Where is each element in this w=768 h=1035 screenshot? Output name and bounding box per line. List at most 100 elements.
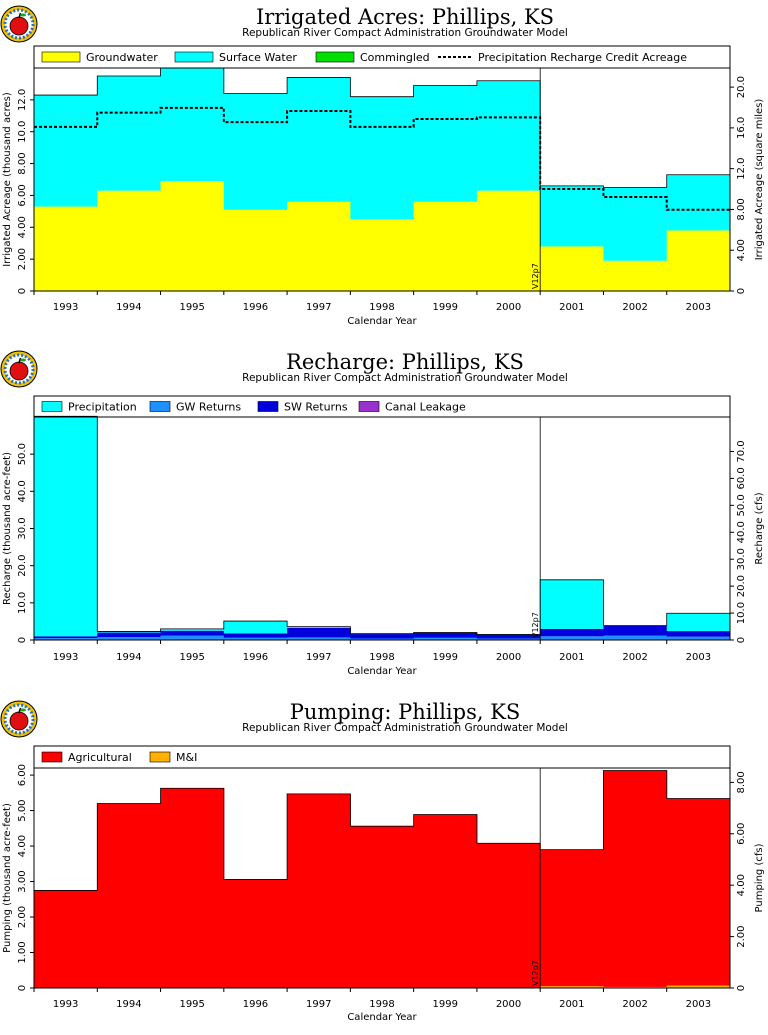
- x-tick-label-2002: 2002: [622, 999, 647, 1010]
- bar-groundwater-1996: [224, 210, 288, 291]
- y2-tick-label: 16.0: [736, 117, 747, 139]
- y2-tick-label: 12.0: [736, 158, 747, 180]
- y-tick-label: 6.00: [17, 764, 28, 786]
- x-tick-label-1997: 1997: [306, 652, 331, 663]
- y2-tick-label: 0: [736, 288, 747, 294]
- x-tick-label-2001: 2001: [559, 302, 584, 313]
- legend-label-gw-returns: GW Returns: [176, 401, 241, 414]
- y2-tick-label: 4.00: [736, 874, 747, 896]
- y2-tick-label: 8.00: [736, 198, 747, 220]
- legend-label-surface-water: Surface Water: [219, 51, 297, 64]
- x-tick-label-1995: 1995: [179, 652, 204, 663]
- legend-swatch-m-i: [150, 752, 170, 762]
- bar-gw-returns-2002: [603, 636, 667, 640]
- x-tick-label-1993: 1993: [53, 999, 78, 1010]
- bar-surface-water-1993: [34, 95, 98, 207]
- y-axis-label: Irrigated Acreage (thousand acres): [2, 92, 13, 267]
- y-tick-label: 20.0: [17, 555, 28, 577]
- plot-frame: [34, 417, 730, 640]
- y-tick-label: 10.0: [17, 592, 28, 614]
- bar-sw-returns-1999: [414, 633, 478, 638]
- y-tick-label: 6.00: [17, 184, 28, 206]
- irrigated-acres-chart: Irrigated Acres: Phillips, KSRepublican …: [0, 0, 768, 340]
- x-tick-label-1995: 1995: [179, 302, 204, 313]
- x-tick-label-2003: 2003: [686, 652, 711, 663]
- bar-surface-water-1997: [287, 78, 351, 202]
- apple-logo-icon: [1, 6, 37, 42]
- y-tick-label: 3.00: [17, 870, 28, 892]
- bar-sw-returns-1993: [34, 636, 98, 638]
- x-tick-label-2002: 2002: [622, 652, 647, 663]
- y2-tick-label: 0: [736, 637, 747, 643]
- bar-agricultural-1993: [34, 890, 98, 987]
- logo-apple: [10, 712, 28, 730]
- x-tick-label-1997: 1997: [306, 302, 331, 313]
- y-axis-label: Pumping (thousand acre-feet): [2, 803, 13, 953]
- logo-apple-leaf: [20, 14, 26, 17]
- bar-sw-returns-2003: [667, 631, 731, 637]
- x-tick-label-1999: 1999: [433, 302, 458, 313]
- bar-groundwater-1998: [350, 219, 414, 291]
- y-tick-label: 5.00: [17, 799, 28, 821]
- bar-sw-returns-1995: [161, 631, 225, 636]
- bar-groundwater-1999: [414, 202, 478, 291]
- x-tick-label-2002: 2002: [622, 302, 647, 313]
- bar-agricultural-1995: [161, 788, 225, 987]
- x-tick-label-1998: 1998: [369, 652, 394, 663]
- chart-title: Recharge: Phillips, KS: [286, 350, 524, 374]
- y-tick-label: 0: [17, 637, 28, 643]
- bar-agricultural-2003: [667, 799, 731, 986]
- legend-box: [34, 396, 730, 417]
- bar-agricultural-1996: [224, 879, 288, 987]
- divider-label: V12p7: [531, 612, 540, 638]
- legend-swatch-commingled: [316, 52, 354, 62]
- y-tick-label: 2.00: [17, 248, 28, 270]
- bar-sw-returns-2001: [540, 629, 604, 636]
- legend-label-m-i: M&I: [176, 751, 197, 764]
- x-tick-label-2001: 2001: [559, 652, 584, 663]
- x-tick-label-1993: 1993: [53, 302, 78, 313]
- x-tick-label-1998: 1998: [369, 302, 394, 313]
- y-tick-label: 12.0: [17, 89, 28, 111]
- bar-groundwater-1994: [97, 191, 161, 291]
- legend-swatch-agricultural: [42, 752, 62, 762]
- bar-precipitation-1993: [34, 416, 98, 636]
- chart-subtitle: Republican River Compact Administration …: [242, 722, 568, 734]
- bar-groundwater-1993: [34, 207, 98, 291]
- x-tick-label-1997: 1997: [306, 999, 331, 1010]
- x-tick-label-1996: 1996: [243, 999, 268, 1010]
- apple-logo-icon: [1, 701, 37, 737]
- x-tick-label-1994: 1994: [116, 652, 141, 663]
- bar-gw-returns-1995: [161, 636, 225, 640]
- legend-box: [34, 746, 730, 768]
- x-tick-label-1994: 1994: [116, 302, 141, 313]
- bar-agricultural-1999: [414, 814, 478, 987]
- legend-swatch-precipitation: [42, 402, 62, 412]
- bar-agricultural-2002: [603, 770, 667, 986]
- apple-logo-icon: [1, 351, 37, 387]
- divider-label: V12p7: [531, 263, 540, 289]
- x-tick-label-1995: 1995: [179, 999, 204, 1010]
- legend-label-canal-leakage: Canal Leakage: [385, 401, 466, 414]
- y2-tick-label: 6.00: [736, 823, 747, 845]
- bar-agricultural-1994: [97, 803, 161, 987]
- y2-tick-label: 70.0: [736, 440, 747, 462]
- legend-swatch-sw-returns: [258, 402, 278, 412]
- bar-surface-water-2003: [667, 175, 731, 231]
- bar-groundwater-1995: [161, 181, 225, 291]
- y2-tick-label: 0: [736, 985, 747, 991]
- x-tick-label-1993: 1993: [53, 652, 78, 663]
- bar-sw-returns-1997: [287, 628, 351, 638]
- total-outline: [34, 416, 730, 634]
- y2-axis-label: Irrigated Acreage (square miles): [754, 99, 765, 261]
- bar-sw-returns-1994: [97, 633, 161, 637]
- bar-sw-returns-1996: [224, 633, 288, 637]
- x-tick-label-1999: 1999: [433, 999, 458, 1010]
- x-axis-label: Calendar Year: [347, 666, 417, 677]
- bar-surface-water-2001: [540, 186, 604, 247]
- y2-tick-label: 8.00: [736, 771, 747, 793]
- chart-subtitle: Republican River Compact Administration …: [242, 27, 568, 39]
